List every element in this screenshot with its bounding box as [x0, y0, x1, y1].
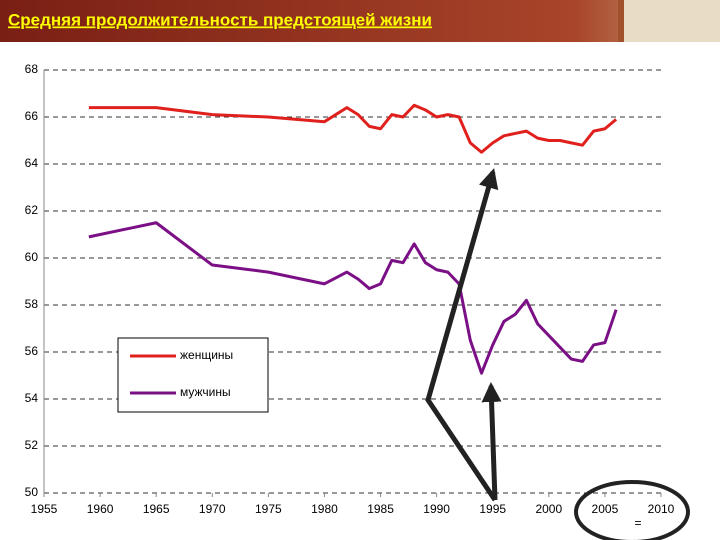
chart-title: Средняя продолжительность предстоящей жи…	[8, 10, 432, 29]
x-tick-label: 1955	[31, 502, 58, 516]
x-tick-label: 1985	[367, 502, 394, 516]
arrows	[425, 168, 502, 502]
y-tick-label: 54	[25, 391, 39, 405]
decor	[618, 0, 624, 42]
y-tick-label: 52	[25, 438, 39, 452]
title-bar	[0, 0, 720, 42]
legend-label: мужчины	[180, 385, 231, 399]
y-tick-label: 56	[25, 344, 39, 358]
x-tick-label: 1975	[255, 502, 282, 516]
y-tick-label: 60	[25, 250, 39, 264]
x-tick-label: 1995	[479, 502, 506, 516]
plot: 50 52 54 56 58 60 62 64 66 68 1955 1960 1965 1970 1975…	[25, 62, 675, 516]
arrow	[481, 382, 502, 501]
y-tick-label: 50	[25, 485, 39, 499]
series-line	[88, 103, 618, 154]
y-tick-label: 58	[25, 297, 39, 311]
decor	[618, 0, 720, 42]
arrow	[425, 168, 499, 502]
annotation: =	[634, 516, 641, 530]
x-tick-label: 1980	[311, 502, 338, 516]
x-tick-label: 2010	[648, 502, 675, 516]
legend	[117, 337, 269, 413]
x-tick-label: 1960	[87, 502, 114, 516]
y-tick-label: 66	[25, 109, 39, 123]
x-tick-label: 1965	[143, 502, 170, 516]
legend-entries: женщины мужчины	[130, 348, 233, 399]
y-tick-label: 64	[25, 156, 39, 170]
x-tick-label: 2005	[592, 502, 619, 516]
y-tick-label: 62	[25, 203, 39, 217]
x-tick-label: 1970	[199, 502, 226, 516]
legend-label: женщины	[180, 348, 233, 362]
x-tick-label: 2000	[535, 502, 562, 516]
series-line	[88, 221, 618, 375]
x-tick-label: 1990	[423, 502, 450, 516]
highlight-ellipse	[574, 480, 690, 540]
y-tick-label: 68	[25, 62, 39, 76]
